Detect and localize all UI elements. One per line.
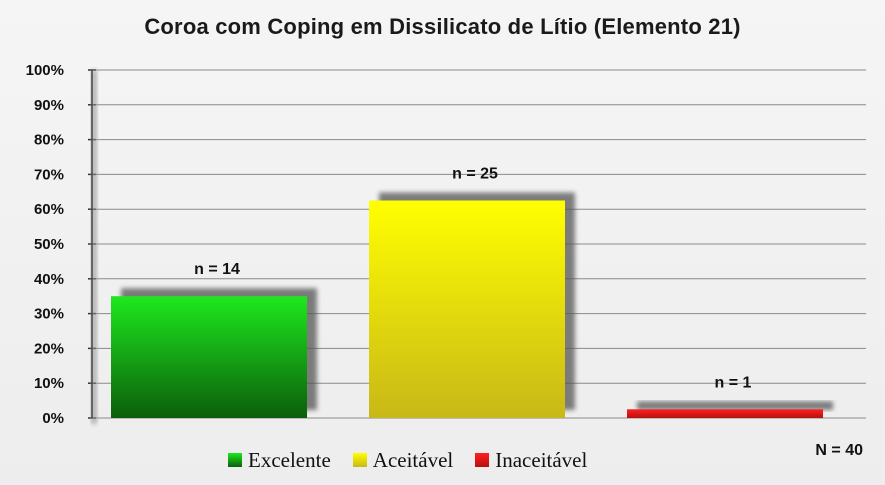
y-tick-label: 40% (34, 271, 64, 288)
y-tick-label: 60% (34, 201, 64, 218)
legend-item-excelente: Excelente (228, 448, 331, 473)
legend-swatch-aceitavel (352, 453, 367, 467)
y-tick-label: 100% (26, 62, 64, 79)
bar-data-label: n = 1 (715, 374, 752, 391)
bar-excelente (111, 296, 307, 418)
y-tick-label: 30% (34, 306, 64, 323)
bar-aceitavel (369, 200, 565, 418)
y-tick-label: 50% (34, 236, 64, 253)
y-tick-label: 90% (34, 97, 64, 114)
bar-data-label: n = 14 (194, 261, 240, 278)
y-tick-label: 80% (34, 132, 64, 149)
legend-label-aceitavel: Aceitável (372, 447, 454, 472)
bar-data-label: n = 25 (452, 166, 498, 183)
legend-item-inaceitavel: Inaceitável (475, 448, 587, 473)
chart-legend: Excelente Aceitável Inaceitável (228, 446, 609, 474)
bar-inaceitavel (627, 409, 823, 418)
legend-swatch-excelente (228, 453, 242, 467)
legend-item-aceitavel: Aceitável (352, 447, 454, 473)
legend-label-inaceitavel: Inaceitável (495, 447, 588, 472)
bar-shadow (637, 401, 833, 410)
legend-label-excelente: Excelente (248, 447, 331, 472)
total-count-label: N = 40 (815, 442, 863, 459)
y-tick-label: 0% (42, 410, 64, 427)
y-tick-label: 70% (34, 166, 64, 183)
y-tick-label: 20% (34, 340, 64, 357)
legend-swatch-inaceitavel (475, 453, 490, 467)
y-tick-label: 10% (34, 375, 64, 392)
chart-title: Coroa com Coping em Dissilicato de Lítio… (144, 14, 741, 39)
